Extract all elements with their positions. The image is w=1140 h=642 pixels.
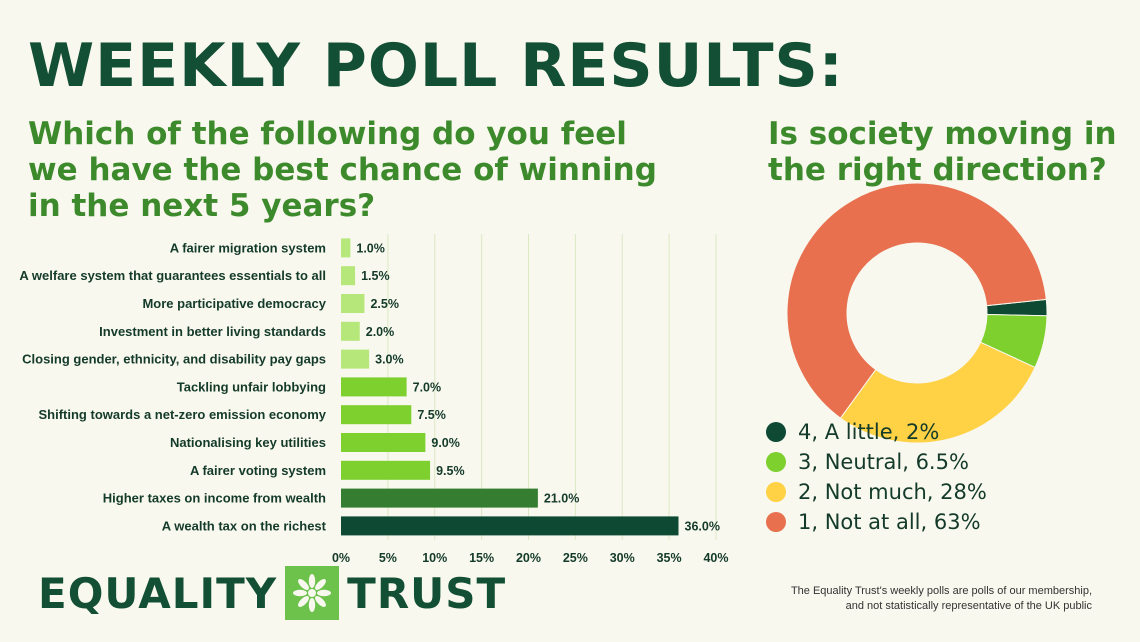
category-label: A welfare system that guarantees essenti… [19, 268, 326, 283]
category-label: A wealth tax on the richest [162, 518, 327, 533]
bar [341, 377, 407, 397]
page-title: WEEKLY POLL RESULTS: [28, 31, 844, 101]
bar [341, 294, 365, 313]
legend-swatch [766, 482, 786, 502]
donut-legend: 4, A little, 2% 3, Neutral, 6.5% 2, Not mu… [766, 417, 987, 537]
x-tick-label: 5% [379, 551, 397, 565]
legend-swatch [766, 452, 786, 472]
bar-value-label: 7.0% [413, 380, 442, 394]
donut-chart-question: Is society moving in the right direction… [768, 116, 1117, 188]
disclaimer-line-1: The Equality Trust's weekly polls are po… [790, 585, 1092, 597]
category-label: A fairer voting system [190, 463, 326, 478]
bar-value-label: 7.5% [417, 408, 446, 422]
equality-trust-logo: EQUALITY TRUST [38, 566, 506, 620]
brand-word-trust: TRUST [347, 568, 507, 618]
disclaimer: The Equality Trust's weekly polls are po… [752, 584, 1092, 614]
brand-word-equality: EQUALITY [38, 568, 278, 618]
bar [341, 321, 360, 341]
legend-item: 4, A little, 2% [766, 417, 987, 447]
x-tick-label: 10% [422, 551, 447, 565]
legend-item: 1, Not at all, 63% [766, 507, 987, 537]
bar [341, 488, 538, 508]
legend-item: 3, Neutral, 6.5% [766, 447, 987, 477]
bar [341, 516, 679, 536]
bar [341, 405, 412, 425]
bar [341, 238, 351, 258]
legend-swatch [766, 422, 786, 442]
x-tick-label: 20% [516, 551, 541, 565]
legend-swatch [766, 512, 786, 532]
donut-chart [786, 182, 1048, 444]
category-label: Investment in better living standards [99, 324, 326, 339]
category-label: Higher taxes on income from wealth [103, 491, 326, 506]
legend-label: 2, Not much, 28% [798, 480, 987, 504]
x-tick-label: 30% [610, 551, 635, 565]
bar-value-label: 2.0% [366, 325, 395, 339]
x-tick-label: 35% [657, 551, 682, 565]
x-tick-label: 0% [332, 551, 350, 565]
bar-value-label: 21.0% [544, 492, 579, 506]
bar [341, 266, 356, 286]
disclaimer-line-2: and not statistically representative of … [845, 600, 1092, 612]
donut-slice [786, 182, 1047, 419]
legend-label: 1, Not at all, 63% [798, 510, 981, 534]
bar-chart-question: Which of the following do you feel we ha… [28, 116, 657, 224]
donut-slice [839, 341, 1036, 444]
bar-chart: 0% 5% 10% 15% 20% 25% 30% 35% 40% A fairer migrat… [19, 234, 729, 565]
bar [341, 433, 426, 452]
category-label: Nationalising key utilities [170, 435, 326, 450]
category-label: Shifting towards a net-zero emission eco… [39, 407, 327, 422]
bar-value-label: 1.0% [356, 241, 385, 255]
legend-label: 4, A little, 2% [798, 420, 940, 444]
legend-label: 3, Neutral, 6.5% [798, 450, 969, 474]
bar-value-label: 2.5% [370, 297, 399, 311]
category-label: A fairer migration system [170, 240, 326, 255]
bar [341, 460, 431, 480]
sunburst-logo-icon [285, 566, 340, 620]
bar-value-label: 1.5% [361, 269, 390, 283]
category-label: Tackling unfair lobbying [177, 379, 326, 394]
category-label: More participative democracy [142, 296, 326, 311]
bar-value-label: 36.0% [685, 519, 720, 533]
x-tick-label: 40% [703, 551, 728, 565]
category-label: Closing gender, ethnicity, and disabilit… [22, 352, 326, 367]
legend-item: 2, Not much, 28% [766, 477, 987, 507]
bar [341, 349, 370, 369]
bar-value-label: 3.0% [375, 353, 404, 367]
bar-value-label: 9.0% [431, 436, 460, 450]
x-tick-label: 15% [469, 551, 494, 565]
x-tick-label: 25% [563, 551, 588, 565]
bar-value-label: 9.5% [436, 464, 465, 478]
